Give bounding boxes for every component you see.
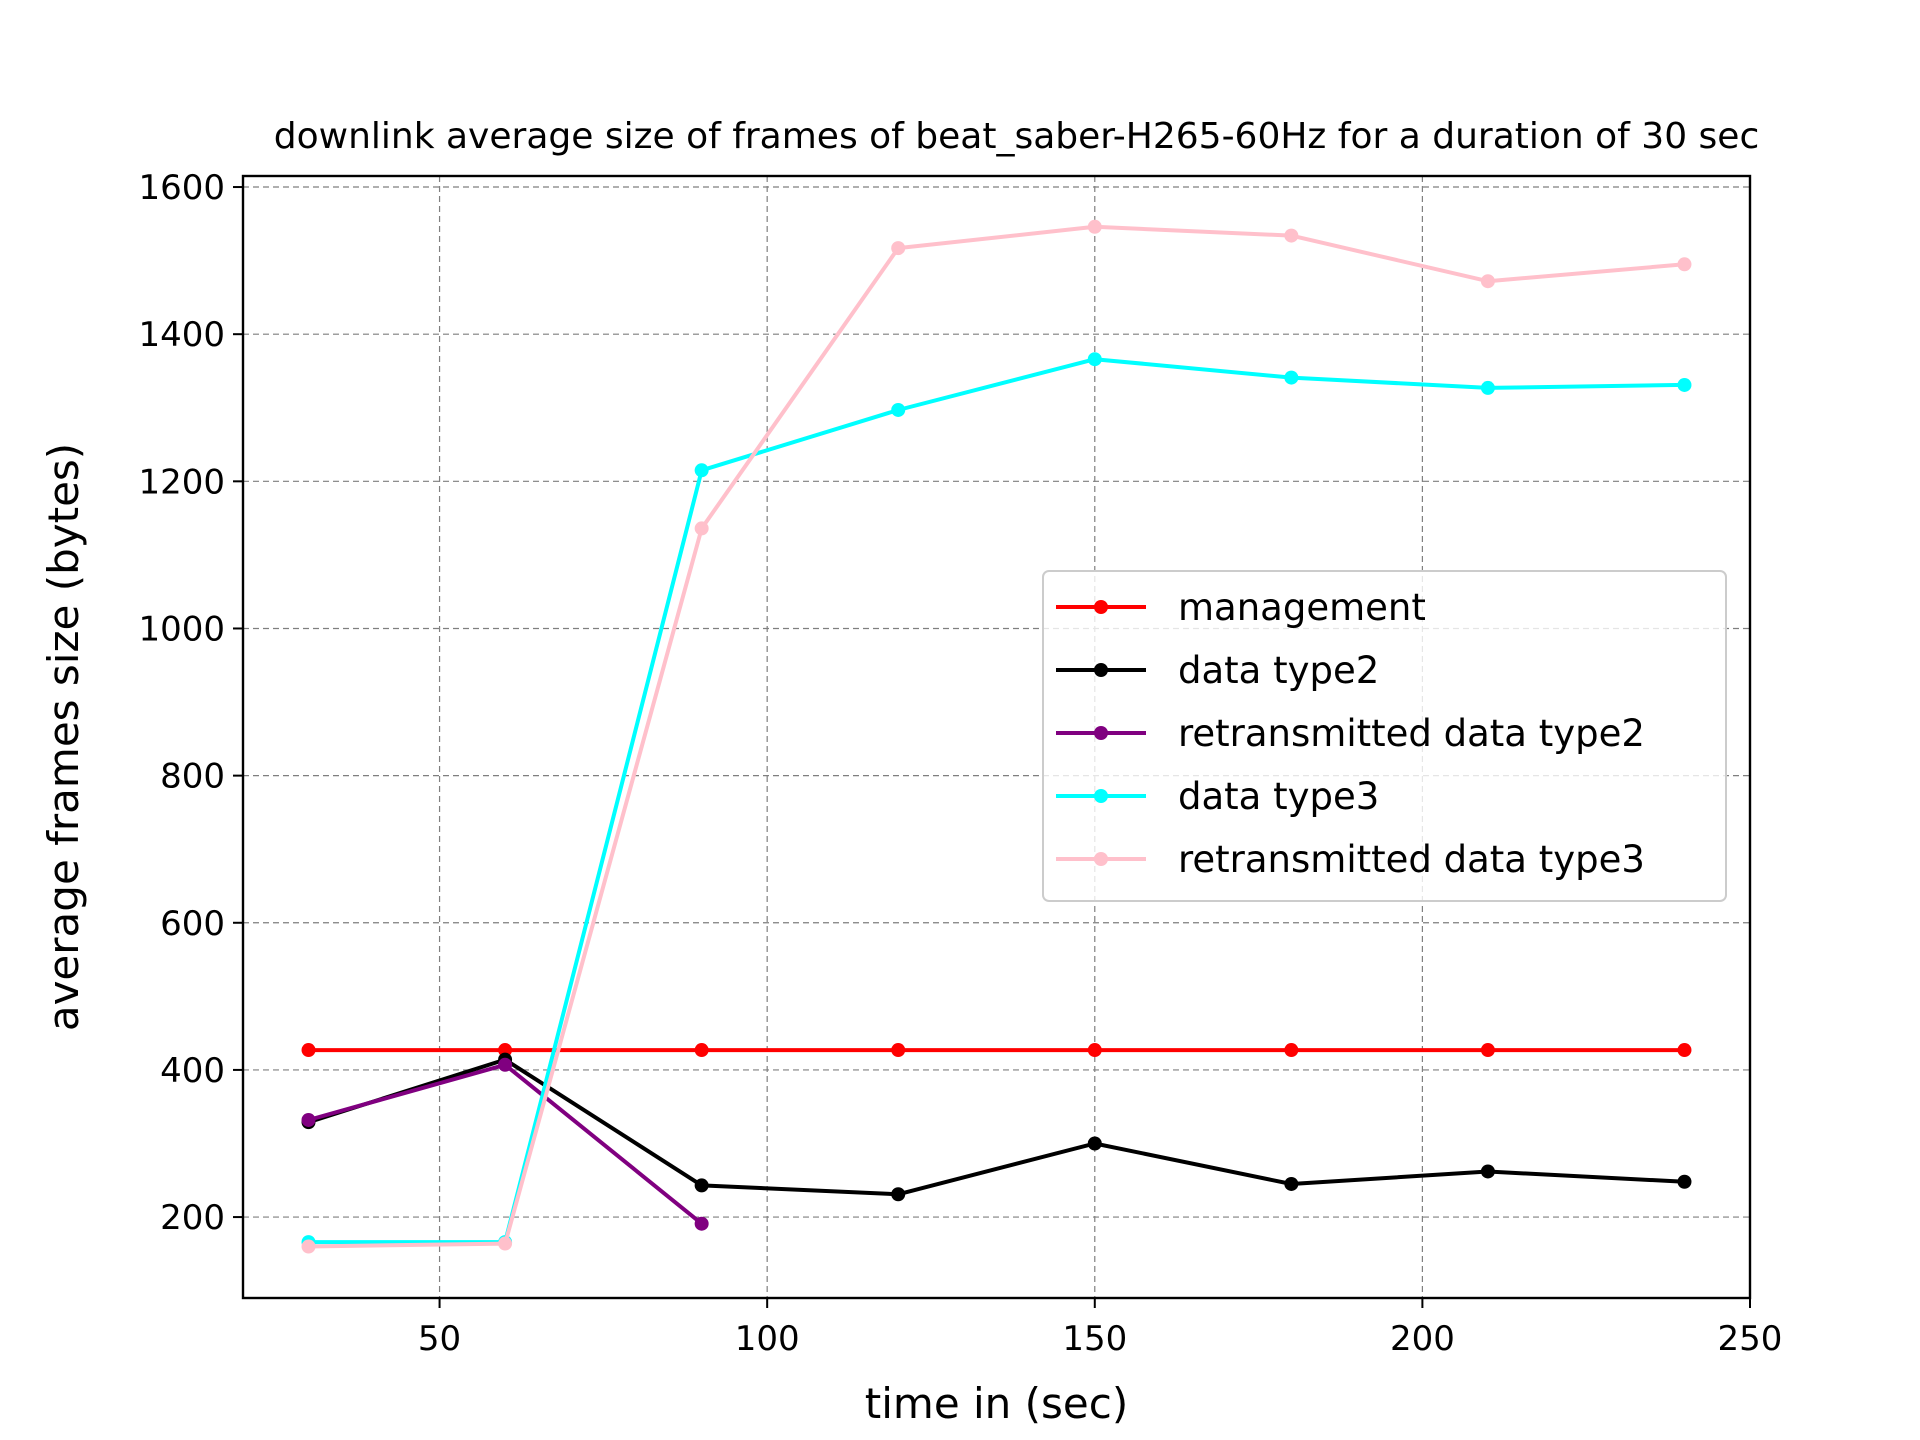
data-point: [1480, 1164, 1495, 1179]
data-point: [1284, 1176, 1299, 1191]
x-tick-label: 200: [1390, 1319, 1455, 1359]
data-point: [891, 1187, 906, 1202]
data-point: [694, 1216, 709, 1231]
series-data-type3: [301, 352, 1692, 1250]
series-line: [308, 224, 1685, 1249]
y-tick-label: 1600: [138, 168, 225, 208]
legend-item: retransmitted data type3: [1056, 838, 1645, 881]
legend-label: retransmitted data type2: [1178, 712, 1645, 755]
series-retransmitted-data-type3: [301, 219, 1692, 1254]
data-point: [1677, 1043, 1692, 1058]
data-point: [1480, 1043, 1495, 1058]
axes: 50 100 150 200 250 200 400 600 800 1000 1200 1400 16…: [138, 168, 1782, 1359]
series-line: [307, 1057, 1685, 1197]
data-point: [498, 1236, 513, 1251]
data-point: [1087, 352, 1102, 367]
legend-label: retransmitted data type3: [1178, 838, 1645, 881]
data-point: [301, 1239, 316, 1254]
legend: management data type2 retransmitted data t…: [1042, 570, 1727, 902]
data-point: [1087, 1136, 1102, 1151]
data-point: [694, 1178, 709, 1193]
data-point: [694, 521, 709, 536]
data-point: [694, 1043, 709, 1058]
legend-item: data type2: [1056, 649, 1379, 692]
data-point: [1284, 1043, 1299, 1058]
data-point: [891, 241, 906, 256]
data-point: [1087, 1043, 1102, 1058]
x-tick-label: 150: [1062, 1319, 1127, 1359]
legend-item: retransmitted data type2: [1056, 712, 1645, 755]
data-point: [1087, 219, 1102, 234]
x-tick-label: 50: [418, 1319, 461, 1359]
data-point: [694, 463, 709, 478]
legend-item: data type3: [1056, 775, 1379, 818]
legend-box: [1042, 570, 1727, 902]
y-tick-label: 1200: [138, 462, 225, 502]
legend-swatch-marker: [1094, 600, 1108, 614]
data-point: [891, 1043, 906, 1058]
chart-title: downlink average size of frames of beat_…: [274, 116, 1760, 157]
data-point: [1284, 370, 1299, 385]
y-tick-label: 400: [160, 1051, 225, 1091]
y-axis-title: average frames size (bytes): [39, 443, 88, 1031]
data-point: [1677, 377, 1692, 392]
legend-swatch-marker: [1094, 726, 1108, 740]
series-management: [301, 1043, 1692, 1058]
legend-swatch-marker: [1094, 663, 1108, 677]
y-tick-label: 800: [160, 757, 225, 797]
data-point: [301, 1043, 316, 1058]
y-tick-label: 600: [160, 904, 225, 944]
legend-swatch-marker: [1094, 852, 1108, 866]
series-retransmitted-data-type2: [301, 1057, 709, 1231]
data-point: [1677, 257, 1692, 272]
series-line: [308, 357, 1685, 1245]
legend-label: data type2: [1178, 649, 1379, 692]
data-point: [301, 1112, 316, 1127]
data-point: [891, 402, 906, 417]
y-tick-label: 200: [160, 1198, 225, 1238]
data-point: [498, 1043, 513, 1058]
y-tick-label: 1000: [138, 609, 225, 649]
x-axis-title: time in (sec): [865, 1379, 1128, 1428]
y-tick-label: 1400: [138, 315, 225, 355]
x-tick-label: 250: [1718, 1319, 1783, 1359]
legend-label: management: [1178, 586, 1426, 629]
data-point: [1480, 274, 1495, 289]
data-point: [1677, 1174, 1692, 1189]
data-point: [498, 1057, 513, 1072]
legend-label: data type3: [1178, 775, 1379, 818]
data-point: [1284, 228, 1299, 243]
plot-area-frame: [241, 174, 1752, 1300]
x-tick-label: 100: [735, 1319, 800, 1359]
plot-series: [301, 219, 1692, 1254]
legend-item: management: [1056, 586, 1426, 629]
legend-swatch-marker: [1094, 789, 1108, 803]
data-point: [1480, 380, 1495, 395]
